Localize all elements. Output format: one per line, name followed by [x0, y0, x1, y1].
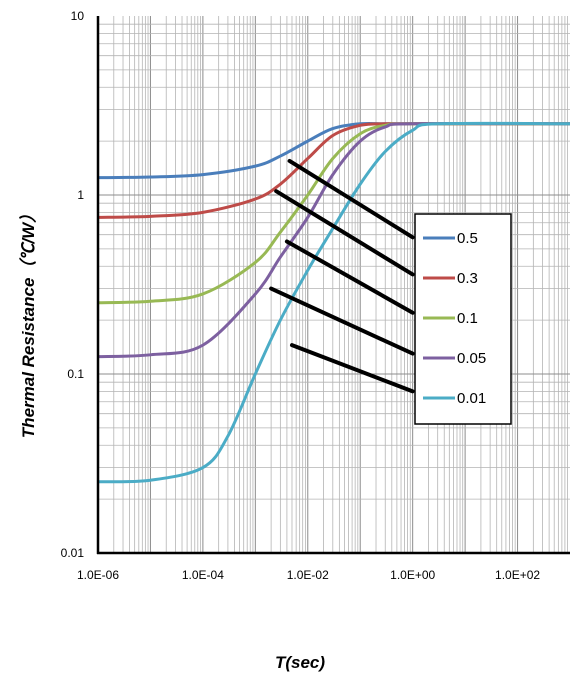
legend-entry-2: 0.1	[457, 310, 478, 327]
x-tick-label: 1.0E-04	[182, 568, 224, 582]
x-tick-label: 1.0E-02	[287, 568, 329, 582]
y-tick-label: 0.1	[67, 367, 84, 381]
x-tick-label: 1.0E+02	[495, 568, 540, 582]
y-tick-label: 10	[71, 9, 85, 23]
annotation-line-3	[269, 286, 415, 356]
y-tick-label: 1	[77, 188, 84, 202]
series-line-4	[97, 121, 571, 484]
x-tick-label: 1.0E+00	[390, 568, 435, 582]
x-axis-title: T(sec)	[275, 653, 325, 672]
tick-labels: 1.0E-06 1.0E-04 1.0E-02 1.0E+00 1.0E+020.010…	[61, 9, 541, 582]
annotation-lines	[269, 158, 415, 394]
x-tick-label: 1.0E-06	[77, 568, 119, 582]
legend-entry-4: 0.01	[457, 390, 486, 407]
y-tick-label: 0.01	[61, 546, 85, 560]
legend-entry-3: 0.05	[457, 350, 486, 367]
annotation-line-1	[274, 189, 415, 277]
annotation-line-2	[284, 239, 415, 315]
legend-entry-0: 0.5	[457, 230, 478, 247]
annotation-line-0	[287, 158, 415, 240]
annotation-line-4	[289, 343, 415, 394]
legend-entry-1: 0.3	[457, 270, 478, 287]
y-axis-title: Thermal Resistance（℃/W）	[19, 206, 38, 438]
axes	[96, 16, 570, 555]
legend: 0.5 0.3 0.1 0.05 0.01	[414, 213, 512, 425]
grid	[97, 16, 570, 554]
